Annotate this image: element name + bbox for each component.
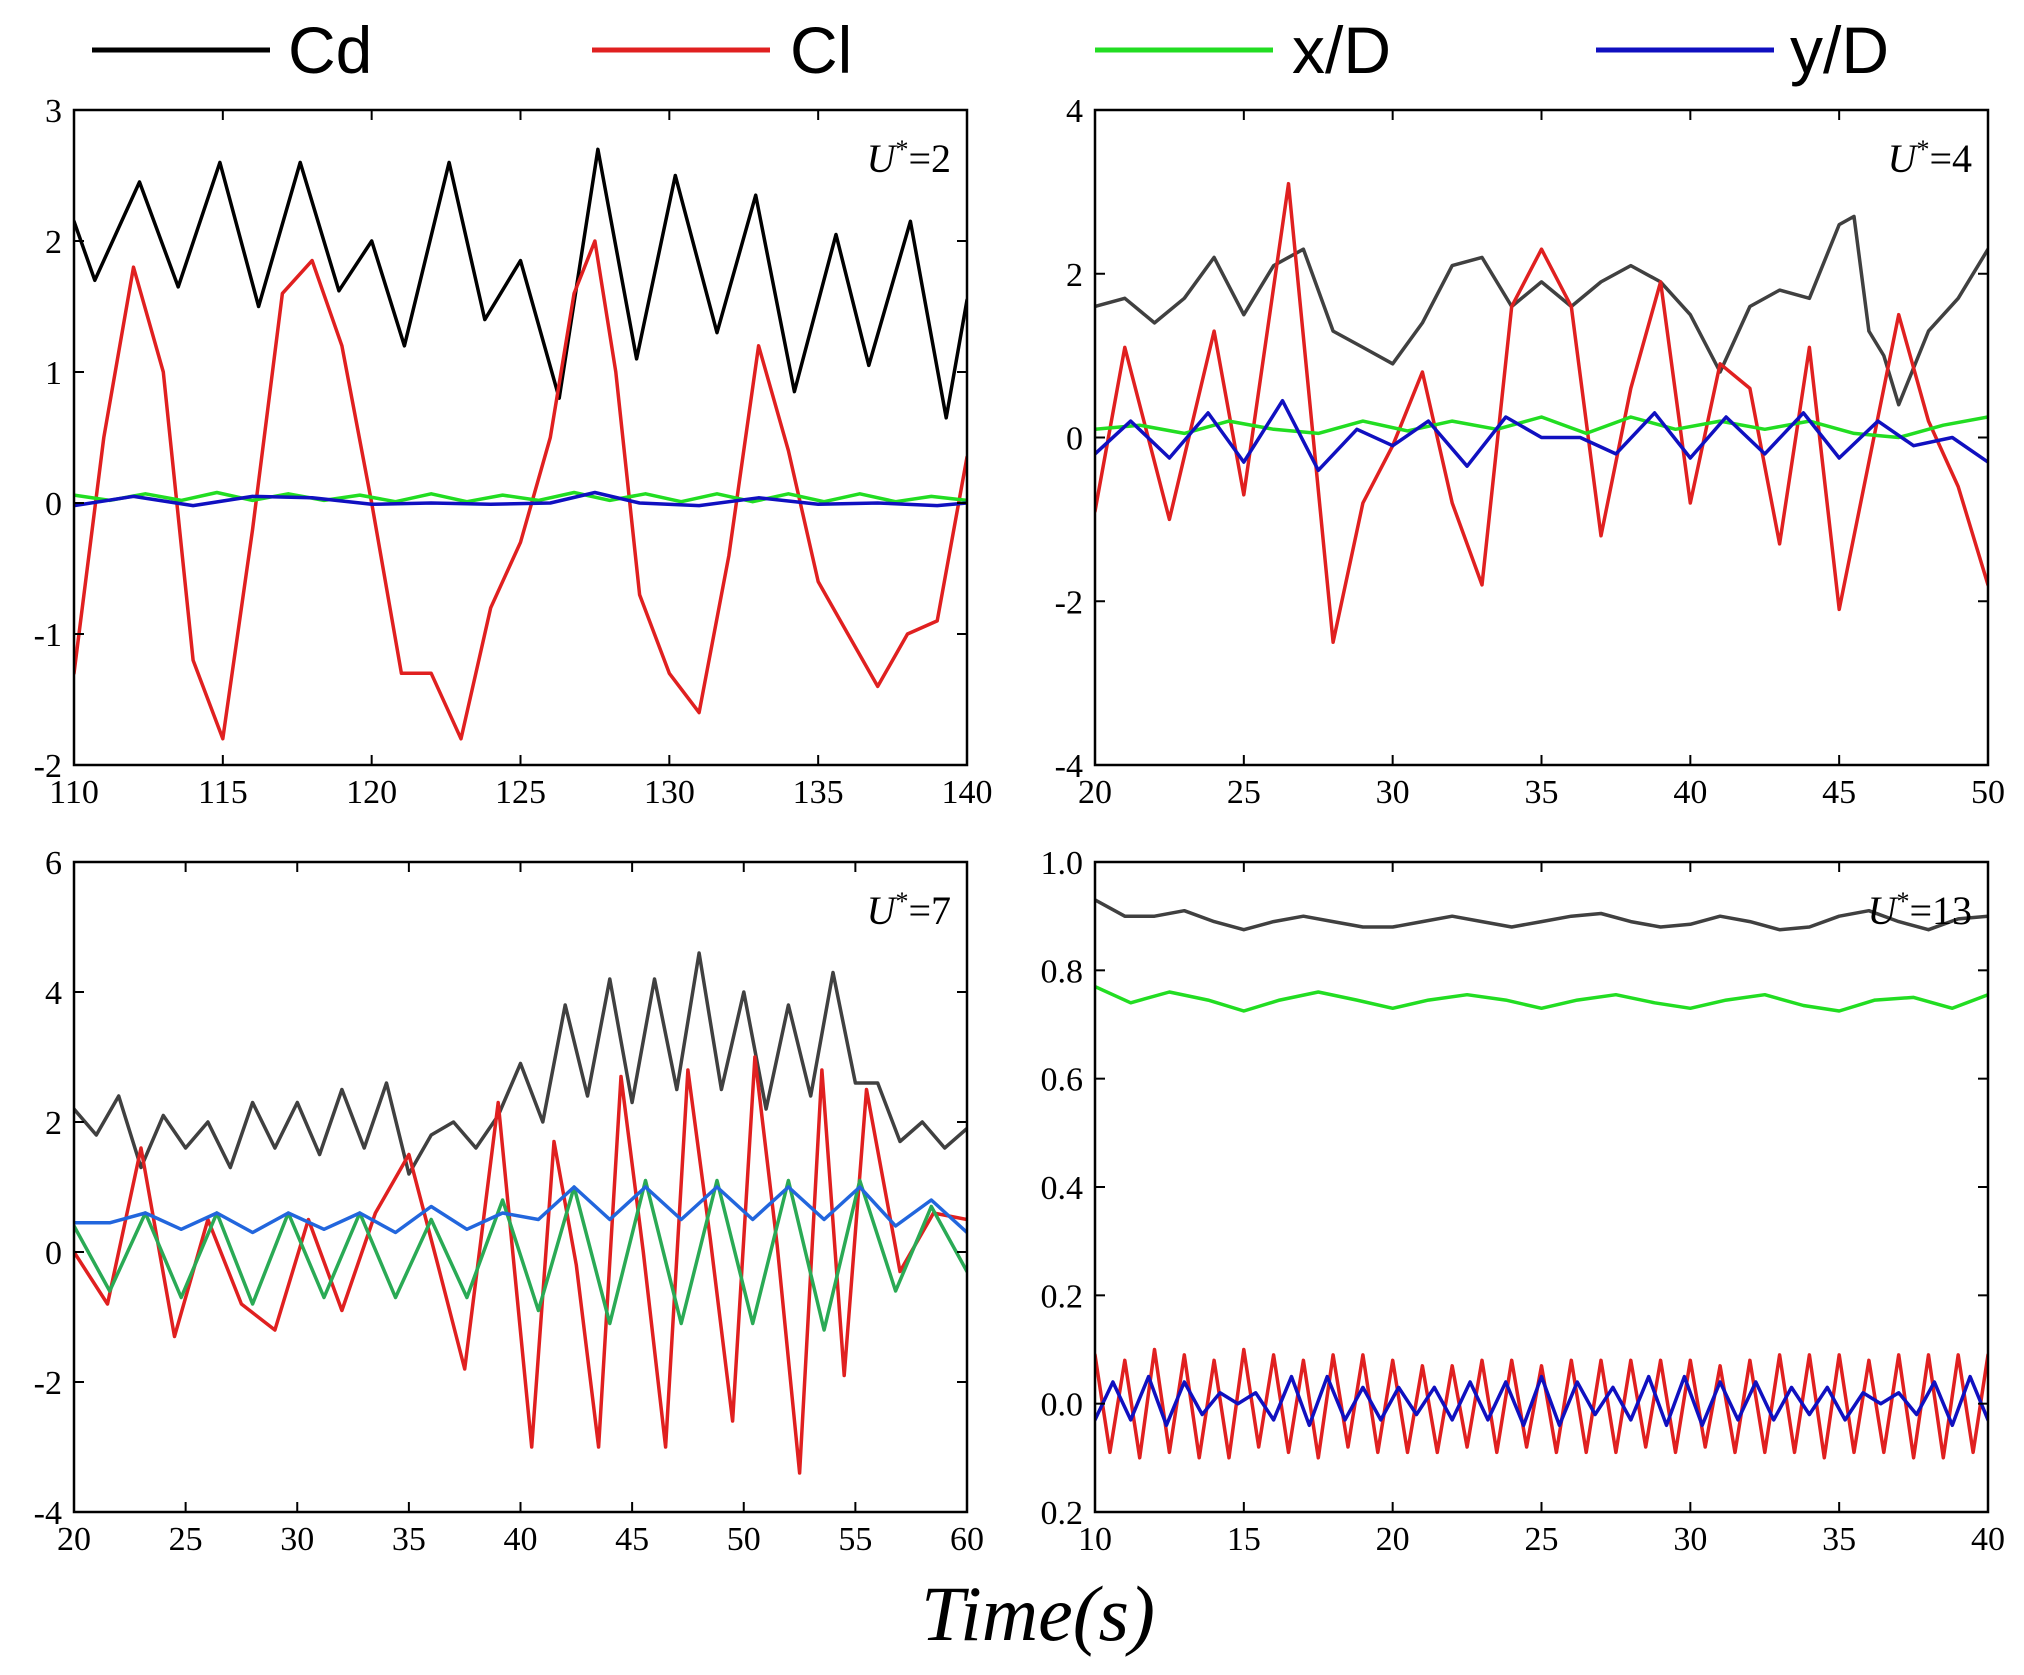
y-tick-label: 1.0 bbox=[1041, 845, 1084, 882]
x-tick-label: 15 bbox=[1227, 1521, 1261, 1558]
series-cl-line bbox=[74, 239, 967, 741]
x-tick-label: 20 bbox=[1376, 1521, 1410, 1558]
series-yd-line bbox=[1095, 398, 1988, 473]
x-tick-label: 135 bbox=[793, 774, 844, 811]
x-tick-label: 10 bbox=[1078, 1521, 1112, 1558]
x-tick-label: 140 bbox=[942, 774, 993, 811]
x-tick-label: 25 bbox=[169, 1521, 203, 1558]
x-tick-label: 115 bbox=[198, 774, 248, 811]
x-tick-label: 35 bbox=[392, 1521, 426, 1558]
chart-panel-4: 10 15 20 25 30 35 40 1.0 0.8 0.6 0.4 0.2 0.0 0.2 U*=13 bbox=[1041, 845, 2006, 1558]
x-tick-label: 110 bbox=[49, 774, 99, 811]
x-tick-label: 25 bbox=[1525, 1521, 1559, 1558]
y-tick-label: -2 bbox=[34, 1365, 62, 1402]
legend: Cd Cl x/D y/D bbox=[92, 13, 1889, 87]
y-tick-label: -4 bbox=[34, 1495, 62, 1532]
panel-label: U*=4 bbox=[1888, 135, 1972, 181]
x-tick-label: 50 bbox=[1971, 774, 2005, 811]
series-group bbox=[74, 147, 967, 741]
series-group bbox=[1095, 898, 1988, 1460]
panel-label: U*=2 bbox=[867, 135, 951, 181]
series-group bbox=[1095, 181, 1988, 644]
x-tick-label: 125 bbox=[495, 774, 546, 811]
series-cl-line bbox=[1095, 181, 1988, 644]
y-tick-label: 0 bbox=[45, 486, 62, 523]
y-tick-label: 0.6 bbox=[1041, 1062, 1084, 1099]
y-tick-label: -2 bbox=[34, 748, 62, 785]
y-tick-label: 0.2 bbox=[1041, 1495, 1084, 1532]
y-tick-label: 0.2 bbox=[1041, 1278, 1084, 1315]
series-yd-line bbox=[74, 490, 967, 508]
x-tick-label: 20 bbox=[1078, 774, 1112, 811]
y-tick-label: 2 bbox=[1066, 257, 1083, 294]
y-tick-label: 3 bbox=[45, 93, 62, 130]
x-tick-label: 60 bbox=[950, 1521, 984, 1558]
legend-label-yd: y/D bbox=[1790, 13, 1889, 87]
y-tick-label: 2 bbox=[45, 1105, 62, 1142]
x-tick-label: 40 bbox=[504, 1521, 538, 1558]
y-tick-label: -2 bbox=[1055, 584, 1083, 621]
series-yd-line bbox=[74, 1185, 967, 1235]
x-tick-label: 35 bbox=[1822, 1521, 1856, 1558]
series-cl-line bbox=[1095, 1347, 1988, 1460]
y-tick-label: 1 bbox=[45, 355, 62, 392]
axes-frame bbox=[72, 108, 969, 767]
series-xd-line bbox=[74, 490, 967, 504]
x-tick-label: 30 bbox=[1673, 1521, 1707, 1558]
y-tick-label: 0.4 bbox=[1041, 1170, 1084, 1207]
axes-frame bbox=[1093, 860, 1990, 1514]
x-tick-label: 35 bbox=[1525, 774, 1559, 811]
y-tick-label: -4 bbox=[1055, 748, 1083, 785]
series-cl-line bbox=[74, 1055, 967, 1475]
x-tick-label: 20 bbox=[57, 1521, 91, 1558]
y-tick-label: 0.0 bbox=[1041, 1387, 1084, 1424]
y-tick-label: 4 bbox=[45, 975, 62, 1012]
y-tick-label: 0 bbox=[45, 1235, 62, 1272]
series-yd-line bbox=[1095, 1374, 1988, 1428]
y-tick-label: 0 bbox=[1066, 421, 1083, 458]
series-cd-line bbox=[1095, 214, 1988, 407]
panel-label: U*=13 bbox=[1868, 887, 1972, 933]
x-tick-label: 45 bbox=[1822, 774, 1856, 811]
x-tick-label: 120 bbox=[346, 774, 397, 811]
x-axis-label: Time(s) bbox=[921, 1570, 1155, 1657]
legend-label-cd: Cd bbox=[288, 13, 372, 87]
chart-panel-1: 110 115 120 125 130 135 140 3 2 1 0 -1 -2 U*=2 bbox=[34, 93, 993, 811]
y-tick-label: 4 bbox=[1066, 93, 1083, 130]
legend-label-cl: Cl bbox=[790, 13, 852, 87]
panel-label: U*=7 bbox=[867, 887, 951, 933]
legend-label-xd: x/D bbox=[1292, 13, 1391, 87]
x-tick-label: 40 bbox=[1971, 1521, 2005, 1558]
series-group bbox=[74, 951, 967, 1475]
x-tick-label: 45 bbox=[615, 1521, 649, 1558]
series-xd-line bbox=[1095, 984, 1988, 1013]
series-xd-line bbox=[74, 1178, 967, 1332]
series-cd-line bbox=[1095, 898, 1988, 932]
x-tick-label: 55 bbox=[838, 1521, 872, 1558]
axes-frame bbox=[72, 860, 969, 1514]
x-tick-label: 40 bbox=[1673, 774, 1707, 811]
y-tick-label: 2 bbox=[45, 224, 62, 261]
series-cd-line bbox=[74, 951, 967, 1176]
x-tick-label: 30 bbox=[280, 1521, 314, 1558]
series-cd-line bbox=[74, 147, 967, 420]
y-tick-label: 6 bbox=[45, 845, 62, 882]
x-tick-label: 130 bbox=[644, 774, 695, 811]
y-tick-label: -1 bbox=[34, 617, 62, 654]
x-tick-label: 30 bbox=[1376, 774, 1410, 811]
y-tick-label: 0.8 bbox=[1041, 953, 1084, 990]
x-tick-label: 50 bbox=[727, 1521, 761, 1558]
series-xd-line bbox=[1095, 415, 1988, 440]
x-tick-label: 25 bbox=[1227, 774, 1261, 811]
